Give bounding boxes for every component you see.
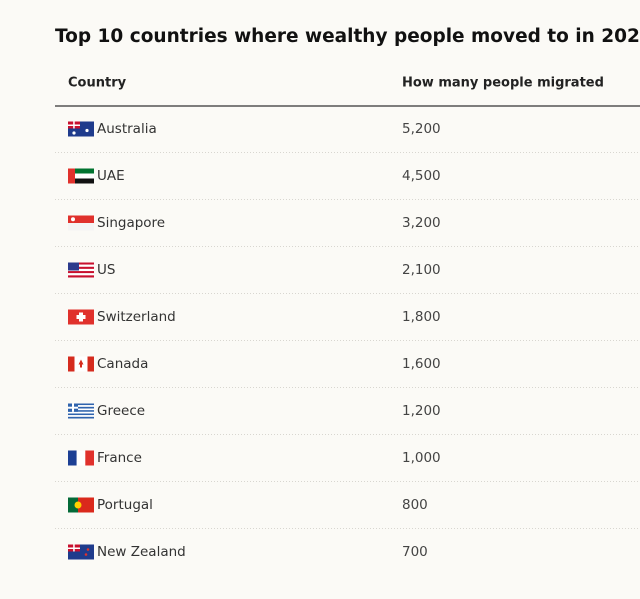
- migration-count: 1,000: [402, 450, 441, 466]
- flag-part: [68, 497, 78, 513]
- column-header: How many people migrated: [402, 76, 604, 91]
- migration-count: 1,600: [402, 356, 441, 372]
- migration-count: 700: [402, 544, 428, 560]
- flag-part: [68, 406, 94, 409]
- flag: [68, 403, 94, 419]
- country-name: UAE: [97, 168, 125, 184]
- migration-count: 4,500: [402, 168, 441, 184]
- flag: [68, 309, 94, 325]
- flag-part: [78, 359, 84, 368]
- migration-count: 800: [402, 497, 428, 513]
- country-name: New Zealand: [97, 544, 186, 560]
- flag-part: [74, 501, 82, 509]
- flag-part: [71, 217, 75, 222]
- flag-part: [68, 168, 94, 174]
- flag-part: [78, 497, 94, 513]
- flag-part: [68, 264, 94, 267]
- flag-part: [68, 415, 94, 417]
- flag-part: [85, 450, 94, 466]
- migration-count: 1,200: [402, 403, 441, 419]
- flag-part: [68, 416, 94, 419]
- flag-part: [68, 215, 94, 223]
- flag-part: [68, 262, 94, 265]
- flag: [68, 121, 94, 137]
- flag: [68, 356, 94, 372]
- flag-part: [68, 405, 94, 407]
- flag-part: [68, 410, 94, 412]
- flag-part: [73, 121, 75, 129]
- flag-part: [68, 173, 94, 179]
- flag-part: [85, 128, 89, 133]
- country-name: France: [97, 450, 142, 466]
- flag-part: [87, 356, 94, 372]
- flag-part: [68, 275, 94, 278]
- flag-part: [68, 268, 94, 272]
- flag: [68, 450, 94, 466]
- country-name: Switzerland: [97, 309, 176, 325]
- migration-count: 1,800: [402, 309, 441, 325]
- migration-count: 5,200: [402, 121, 441, 137]
- flag-part: [68, 266, 94, 269]
- flag-part: [68, 450, 77, 466]
- flag: [68, 215, 94, 231]
- flag: [68, 262, 94, 278]
- flag: [68, 497, 94, 513]
- country-name: Greece: [97, 403, 145, 419]
- flag-part: [76, 315, 86, 319]
- flag-part: [84, 553, 88, 556]
- migration-count: 3,200: [402, 215, 441, 231]
- flag-part: [72, 131, 76, 135]
- flag-part: [68, 273, 94, 276]
- flag-part: [68, 413, 94, 416]
- country-name: Singapore: [97, 215, 165, 231]
- country-name: Canada: [97, 356, 148, 372]
- migration-count: 2,100: [402, 262, 441, 278]
- country-name: US: [97, 262, 115, 278]
- flag-part: [68, 223, 94, 231]
- flag-part: [68, 408, 94, 411]
- flag: [68, 168, 94, 184]
- flag-part: [73, 544, 75, 552]
- flag-part: [76, 450, 86, 466]
- flag-part: [68, 403, 94, 406]
- flag-part: [68, 406, 78, 409]
- column-header: Country: [68, 76, 127, 91]
- flag-part: [68, 271, 94, 274]
- title: Top 10 countries where wealthy people mo…: [55, 26, 640, 47]
- flag-part: [68, 262, 79, 271]
- flag-part: [68, 168, 75, 184]
- flag: [68, 544, 94, 560]
- country-name: Australia: [97, 121, 157, 137]
- flag-part: [86, 548, 90, 551]
- flag-part: [68, 356, 75, 372]
- country-name: Portugal: [97, 497, 153, 513]
- flag-part: [68, 411, 94, 414]
- flag-part: [68, 178, 94, 184]
